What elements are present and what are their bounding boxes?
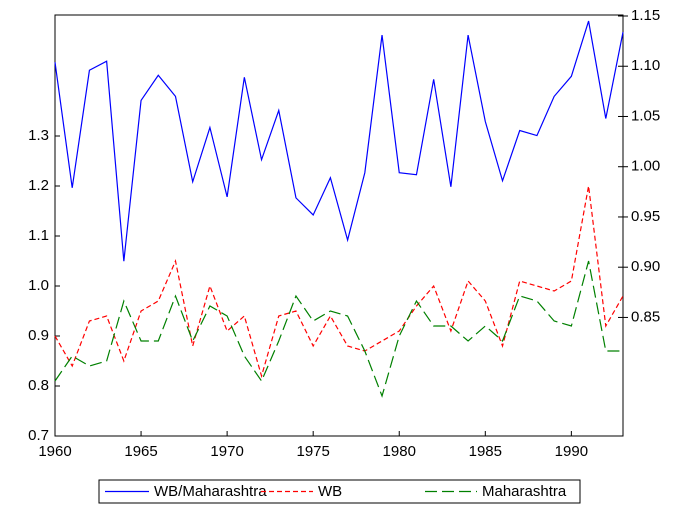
y2-tick-label: 0.85: [631, 308, 660, 325]
legend-label: WB/Maharashtra: [154, 483, 267, 500]
y-tick-label: 0.8: [28, 377, 49, 394]
y-tick-label: 1.2: [28, 177, 49, 194]
y2-tick-label: 1.00: [631, 158, 660, 175]
y2-tick-label: 1.10: [631, 57, 660, 74]
x-tick-label: 1980: [383, 443, 416, 460]
x-tick-label: 1975: [296, 443, 329, 460]
legend-label: WB: [318, 483, 342, 500]
y2-tick-label: 0.90: [631, 258, 660, 275]
x-tick-label: 1985: [469, 443, 502, 460]
y-tick-label: 1.1: [28, 227, 49, 244]
x-tick-label: 1960: [38, 443, 71, 460]
y2-tick-label: 0.95: [631, 208, 660, 225]
y-tick-label: 1.0: [28, 277, 49, 294]
series-line: [54, 20, 624, 262]
y2-tick-label: 1.15: [631, 7, 660, 24]
x-tick-label: 1990: [555, 443, 588, 460]
y-tick-label: 0.7: [28, 427, 49, 444]
y2-tick-label: 1.05: [631, 107, 660, 124]
legend-box: [98, 479, 581, 504]
x-tick-label: 1970: [210, 443, 243, 460]
legend-label: Maharashtra: [482, 483, 567, 500]
series-line: [54, 260, 623, 398]
y-tick-label: 1.3: [28, 127, 49, 144]
plot-frame: [54, 14, 624, 437]
y-tick-label: 0.9: [28, 327, 49, 344]
series-line: [54, 185, 624, 379]
x-tick-label: 1965: [124, 443, 157, 460]
